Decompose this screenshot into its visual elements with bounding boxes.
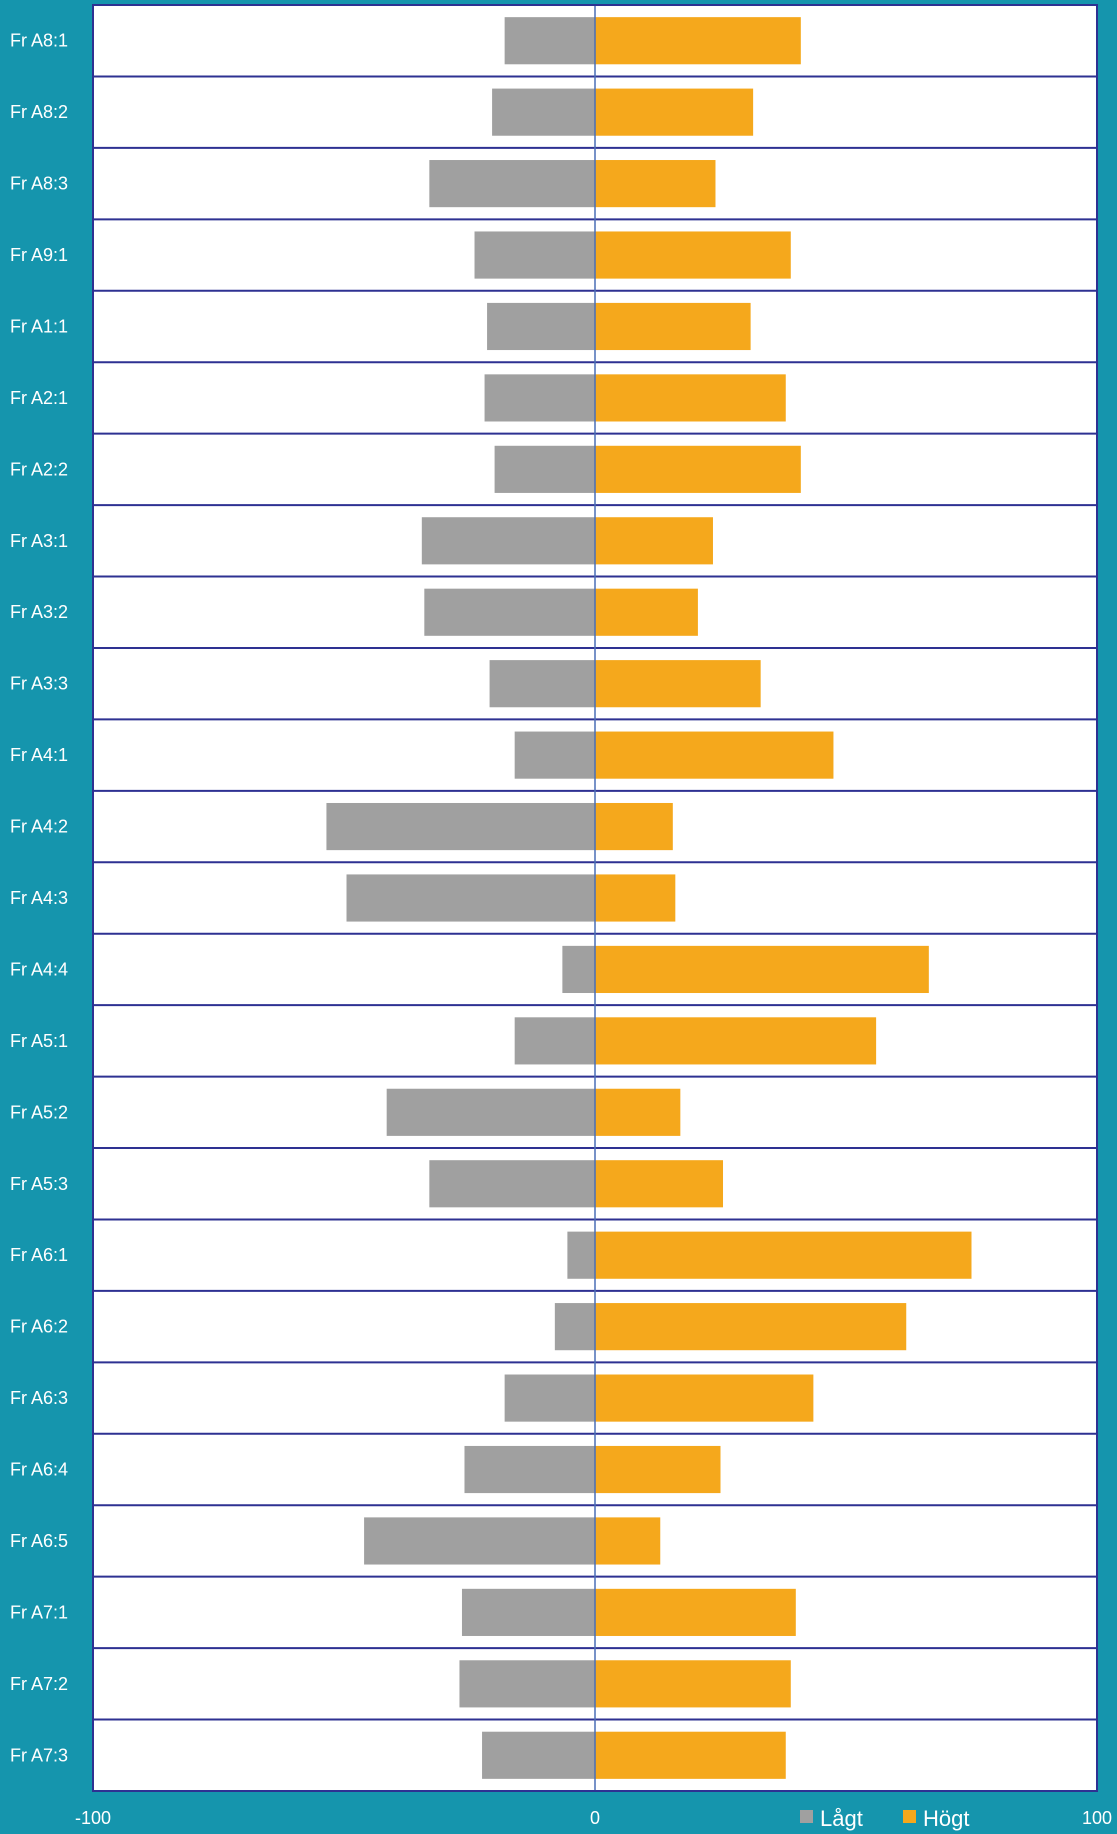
series-hogt-bars bbox=[595, 17, 972, 1779]
bar-hogt bbox=[595, 1160, 724, 1208]
bar-lagt bbox=[421, 517, 595, 565]
bar-lagt bbox=[487, 302, 595, 351]
category-label: Fr A9:1 bbox=[10, 245, 68, 265]
category-label: Fr A4:1 bbox=[10, 745, 68, 765]
category-label: Fr A2:2 bbox=[10, 459, 68, 479]
bar-hogt bbox=[595, 1731, 786, 1779]
bar-hogt bbox=[595, 660, 761, 708]
bar-lagt bbox=[504, 17, 595, 65]
x-tick-label: -100 bbox=[75, 1808, 111, 1828]
category-labels: Fr A8:1 Fr A8:2 Fr A8:3 Fr A9:1 Fr A1:1 Fr A2… bbox=[10, 31, 68, 1766]
legend-swatch-hogt bbox=[903, 1810, 916, 1823]
bar-lagt bbox=[429, 1160, 595, 1208]
bar-hogt bbox=[595, 160, 716, 208]
bar-lagt bbox=[489, 660, 595, 708]
bar-lagt bbox=[562, 945, 595, 994]
bar-lagt bbox=[346, 874, 595, 922]
bar-hogt bbox=[595, 874, 676, 922]
x-axis-ticks: -100 0 100 bbox=[75, 1808, 1112, 1828]
bar-hogt bbox=[595, 302, 751, 351]
category-label: Fr A4:3 bbox=[10, 888, 68, 908]
category-label: Fr A6:4 bbox=[10, 1460, 68, 1480]
bar-hogt bbox=[595, 231, 791, 279]
bar-lagt bbox=[364, 1517, 595, 1565]
category-label: Fr A4:4 bbox=[10, 959, 68, 979]
bar-hogt bbox=[595, 1374, 814, 1422]
category-label: Fr A6:3 bbox=[10, 1388, 68, 1408]
category-label: Fr A1:1 bbox=[10, 316, 68, 336]
bar-hogt bbox=[595, 802, 673, 851]
bar-lagt bbox=[474, 231, 595, 279]
legend-label-hogt: Högt bbox=[923, 1806, 969, 1831]
bar-hogt bbox=[595, 1088, 681, 1136]
bar-hogt bbox=[595, 588, 698, 636]
category-label: Fr A5:2 bbox=[10, 1102, 68, 1122]
bar-lagt bbox=[492, 88, 595, 136]
bar-hogt bbox=[595, 374, 786, 422]
bar-hogt bbox=[595, 1231, 972, 1279]
bar-lagt bbox=[386, 1088, 595, 1136]
bar-lagt bbox=[464, 1445, 595, 1494]
bar-hogt bbox=[595, 88, 754, 136]
category-label: Fr A6:1 bbox=[10, 1245, 68, 1265]
category-label: Fr A8:3 bbox=[10, 174, 68, 194]
bar-hogt bbox=[595, 445, 801, 493]
category-label: Fr A8:1 bbox=[10, 31, 68, 51]
bar-lagt bbox=[554, 1303, 595, 1351]
bar-lagt bbox=[484, 374, 595, 422]
bar-hogt bbox=[595, 731, 834, 779]
bar-hogt bbox=[595, 1445, 721, 1494]
bar-lagt bbox=[494, 445, 595, 493]
bar-hogt bbox=[595, 1017, 877, 1065]
bar-lagt bbox=[567, 1231, 595, 1279]
bar-lagt bbox=[461, 1588, 595, 1636]
category-label: Fr A3:3 bbox=[10, 674, 68, 694]
bar-lagt bbox=[326, 802, 595, 851]
category-label: Fr A2:1 bbox=[10, 388, 68, 408]
bar-hogt bbox=[595, 1303, 907, 1351]
category-label: Fr A7:3 bbox=[10, 1745, 68, 1765]
legend-swatch-lagt bbox=[800, 1810, 813, 1823]
category-label: Fr A7:1 bbox=[10, 1602, 68, 1622]
bar-lagt bbox=[459, 1660, 595, 1708]
category-label: Fr A5:3 bbox=[10, 1174, 68, 1194]
bar-lagt bbox=[514, 1017, 595, 1065]
category-label: Fr A3:1 bbox=[10, 531, 68, 551]
bar-lagt bbox=[514, 731, 595, 779]
category-label: Fr A7:2 bbox=[10, 1674, 68, 1694]
bar-lagt bbox=[429, 160, 595, 208]
bar-hogt bbox=[595, 17, 801, 65]
series-lagt-bars bbox=[326, 17, 595, 1779]
category-label: Fr A4:2 bbox=[10, 817, 68, 837]
bar-lagt bbox=[504, 1374, 595, 1422]
bar-lagt bbox=[482, 1731, 595, 1779]
plot-frame bbox=[92, 4, 1098, 1792]
legend-label-lagt: Lågt bbox=[820, 1806, 863, 1831]
category-label: Fr A6:2 bbox=[10, 1317, 68, 1337]
bar-hogt bbox=[595, 1517, 661, 1565]
bar-hogt bbox=[595, 1660, 791, 1708]
bar-hogt bbox=[595, 1588, 796, 1636]
legend: Lågt Högt bbox=[800, 1806, 969, 1831]
bar-hogt bbox=[595, 517, 713, 565]
x-tick-label: 100 bbox=[1082, 1808, 1112, 1828]
bar-hogt bbox=[595, 945, 929, 994]
category-label: Fr A5:1 bbox=[10, 1031, 68, 1051]
category-label: Fr A8:2 bbox=[10, 102, 68, 122]
category-label: Fr A3:2 bbox=[10, 602, 68, 622]
bar-lagt bbox=[424, 588, 595, 636]
category-label: Fr A6:5 bbox=[10, 1531, 68, 1551]
x-tick-label: 0 bbox=[590, 1808, 600, 1828]
